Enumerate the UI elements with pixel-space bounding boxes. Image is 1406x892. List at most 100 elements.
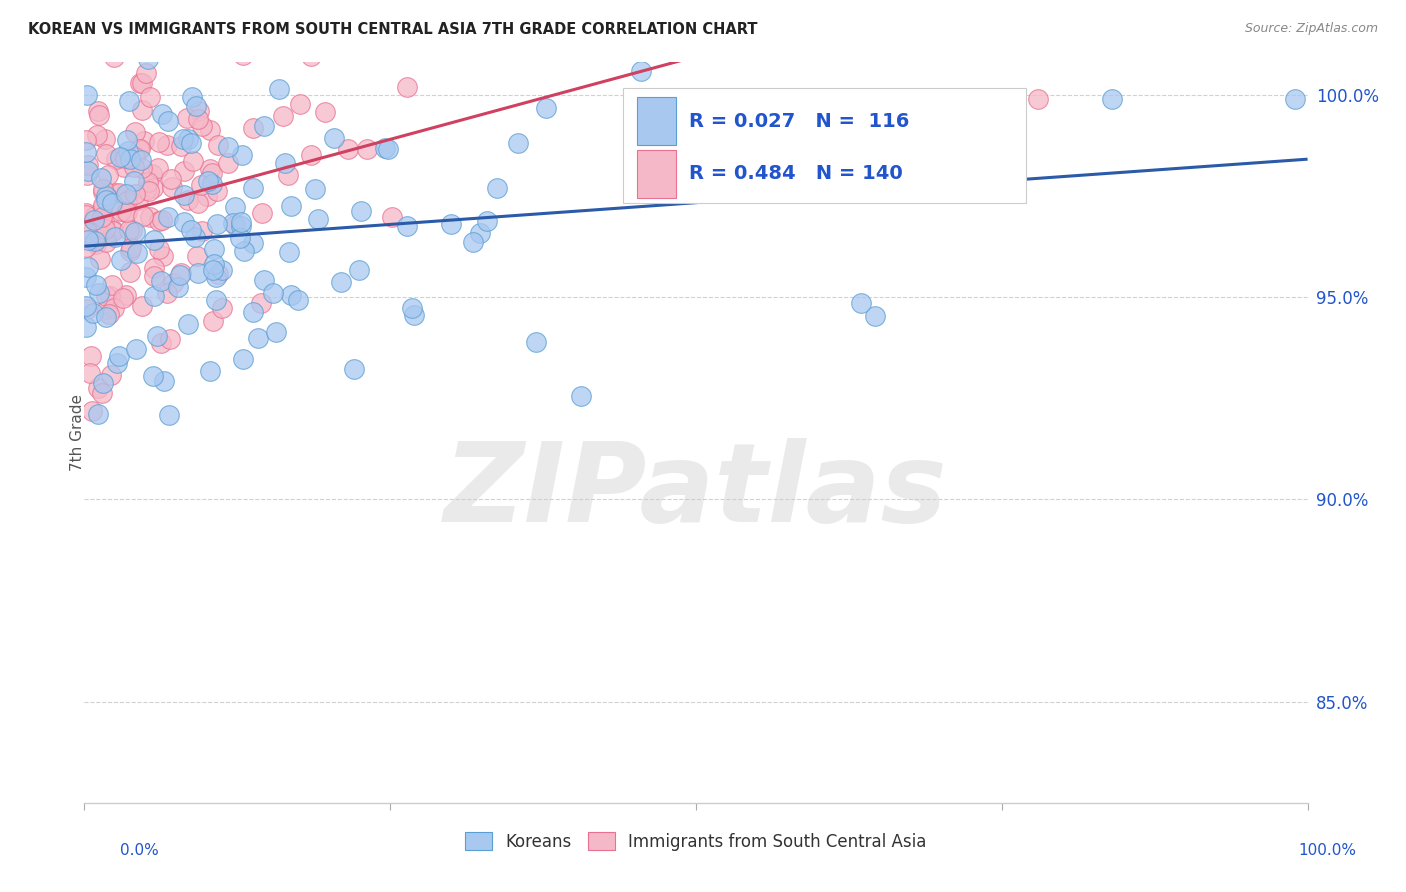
- Point: [630, 63, 652, 78]
- Point: [349, 263, 371, 277]
- Point: [117, 133, 139, 147]
- Point: [177, 317, 200, 331]
- Point: [287, 293, 309, 307]
- Point: [336, 142, 359, 156]
- Point: [377, 142, 399, 156]
- Point: [76, 87, 98, 102]
- Point: [232, 244, 254, 258]
- Point: [143, 234, 166, 248]
- Point: [145, 329, 167, 343]
- Point: [114, 205, 136, 219]
- Point: [75, 133, 97, 147]
- Point: [211, 301, 233, 315]
- Point: [524, 334, 547, 349]
- Point: [132, 134, 155, 148]
- Point: [94, 310, 117, 324]
- Point: [117, 204, 139, 219]
- Point: [136, 175, 159, 189]
- Point: [242, 120, 264, 135]
- Point: [159, 332, 181, 346]
- Point: [172, 132, 194, 146]
- Point: [98, 289, 121, 303]
- Point: [120, 152, 142, 166]
- Point: [190, 178, 212, 192]
- Text: R = 0.484   N = 140: R = 0.484 N = 140: [689, 164, 903, 184]
- Point: [139, 89, 162, 103]
- Point: [202, 242, 225, 256]
- Point: [124, 187, 146, 202]
- Point: [242, 235, 264, 250]
- Point: [94, 132, 117, 146]
- Point: [401, 301, 423, 315]
- Point: [534, 101, 557, 115]
- Point: [124, 125, 146, 139]
- Point: [91, 376, 114, 391]
- Point: [110, 252, 132, 267]
- Point: [105, 356, 128, 370]
- Point: [156, 113, 179, 128]
- Point: [307, 212, 329, 227]
- Point: [94, 221, 117, 235]
- Point: [103, 301, 125, 315]
- Point: [173, 163, 195, 178]
- Point: [388, 17, 411, 31]
- Point: [249, 296, 271, 310]
- Point: [89, 252, 111, 266]
- Point: [475, 214, 498, 228]
- Point: [157, 408, 180, 422]
- Point: [232, 47, 254, 62]
- Point: [110, 204, 132, 219]
- Point: [269, 82, 291, 96]
- Point: [91, 182, 114, 196]
- Point: [485, 181, 508, 195]
- Point: [124, 174, 146, 188]
- Point: [80, 403, 103, 417]
- Point: [96, 301, 118, 316]
- Point: [381, 210, 404, 224]
- Point: [173, 187, 195, 202]
- Point: [77, 260, 100, 275]
- Point: [201, 263, 224, 277]
- Point: [152, 249, 174, 263]
- Point: [264, 325, 287, 339]
- Point: [122, 160, 145, 174]
- Point: [100, 368, 122, 383]
- Point: [162, 180, 184, 194]
- Point: [224, 218, 246, 232]
- Point: [112, 161, 135, 175]
- Point: [205, 293, 228, 307]
- Point: [280, 199, 302, 213]
- Point: [278, 245, 301, 260]
- Point: [80, 349, 103, 363]
- Point: [217, 139, 239, 153]
- Point: [131, 209, 153, 223]
- Point: [124, 225, 146, 239]
- Point: [115, 187, 138, 202]
- Point: [280, 288, 302, 302]
- Point: [395, 219, 418, 233]
- Point: [129, 76, 152, 90]
- Point: [142, 180, 165, 194]
- Point: [131, 300, 153, 314]
- Point: [162, 276, 184, 290]
- Point: [202, 257, 225, 271]
- Point: [91, 218, 114, 232]
- Point: [229, 219, 252, 234]
- Point: [76, 145, 98, 159]
- Point: [150, 212, 173, 227]
- Point: [187, 196, 209, 211]
- Point: [76, 234, 98, 248]
- Point: [148, 243, 170, 257]
- Point: [242, 181, 264, 195]
- Point: [118, 94, 141, 108]
- Point: [350, 203, 373, 218]
- Point: [87, 381, 110, 395]
- Point: [84, 236, 107, 251]
- Point: [108, 186, 131, 200]
- Point: [120, 265, 142, 279]
- Point: [170, 138, 193, 153]
- Point: [75, 208, 97, 222]
- Point: [124, 150, 146, 164]
- Point: [432, 44, 454, 58]
- Point: [79, 366, 101, 380]
